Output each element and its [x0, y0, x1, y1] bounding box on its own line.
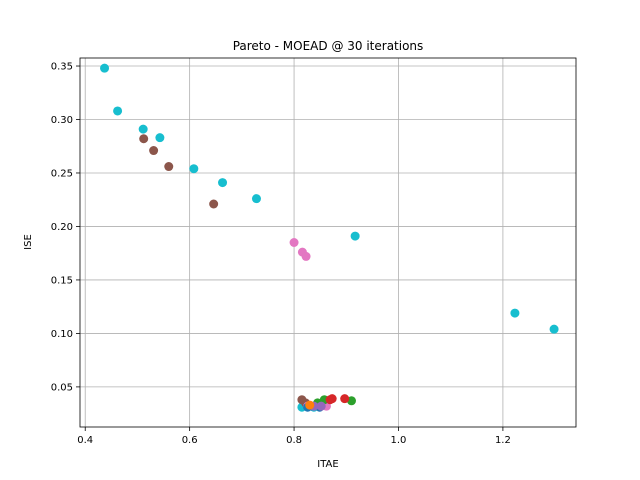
data-point	[325, 395, 335, 405]
data-point	[251, 194, 261, 204]
x-tick-label: 0.4	[77, 435, 93, 446]
y-tick-label: 0.35	[51, 62, 73, 73]
data-point	[510, 308, 520, 318]
y-tick-label: 0.20	[51, 222, 73, 233]
data-point	[100, 63, 110, 73]
data-point	[305, 400, 315, 410]
x-tick-label: 0.8	[286, 435, 302, 446]
data-point	[209, 199, 219, 209]
x-axis-label: ITAE	[317, 459, 338, 470]
data-point	[138, 124, 148, 134]
data-points	[100, 63, 559, 412]
y-tick-label: 0.05	[51, 382, 73, 393]
data-point	[218, 178, 228, 188]
data-point	[549, 324, 559, 334]
data-point	[301, 251, 311, 261]
data-point	[189, 164, 199, 174]
data-point	[139, 134, 149, 144]
data-point	[350, 231, 360, 241]
x-axis: 0.4 0.6 0.8 1.0 1.2	[77, 427, 511, 446]
x-tick-label: 0.6	[182, 435, 198, 446]
data-point	[155, 133, 165, 143]
y-tick-label: 0.25	[51, 168, 73, 179]
plot-frame	[79, 57, 577, 428]
y-axis-label: ISE	[23, 234, 34, 250]
y-axis: 0.05 0.10 0.15 0.20 0.25 0.30 0.35	[51, 62, 80, 393]
y-tick-label: 0.30	[51, 115, 73, 126]
data-point	[316, 401, 326, 411]
data-point	[113, 106, 123, 116]
y-tick-label: 0.15	[51, 275, 73, 286]
data-point	[149, 146, 159, 156]
data-point	[340, 394, 350, 404]
x-tick-label: 1.0	[391, 435, 407, 446]
data-point	[289, 238, 299, 247]
data-point	[164, 162, 174, 172]
x-tick-label: 1.2	[495, 435, 511, 446]
chart-title: Pareto - MOEAD @ 30 iterations	[233, 39, 424, 53]
y-tick-label: 0.10	[51, 329, 73, 340]
data-point	[346, 396, 356, 406]
